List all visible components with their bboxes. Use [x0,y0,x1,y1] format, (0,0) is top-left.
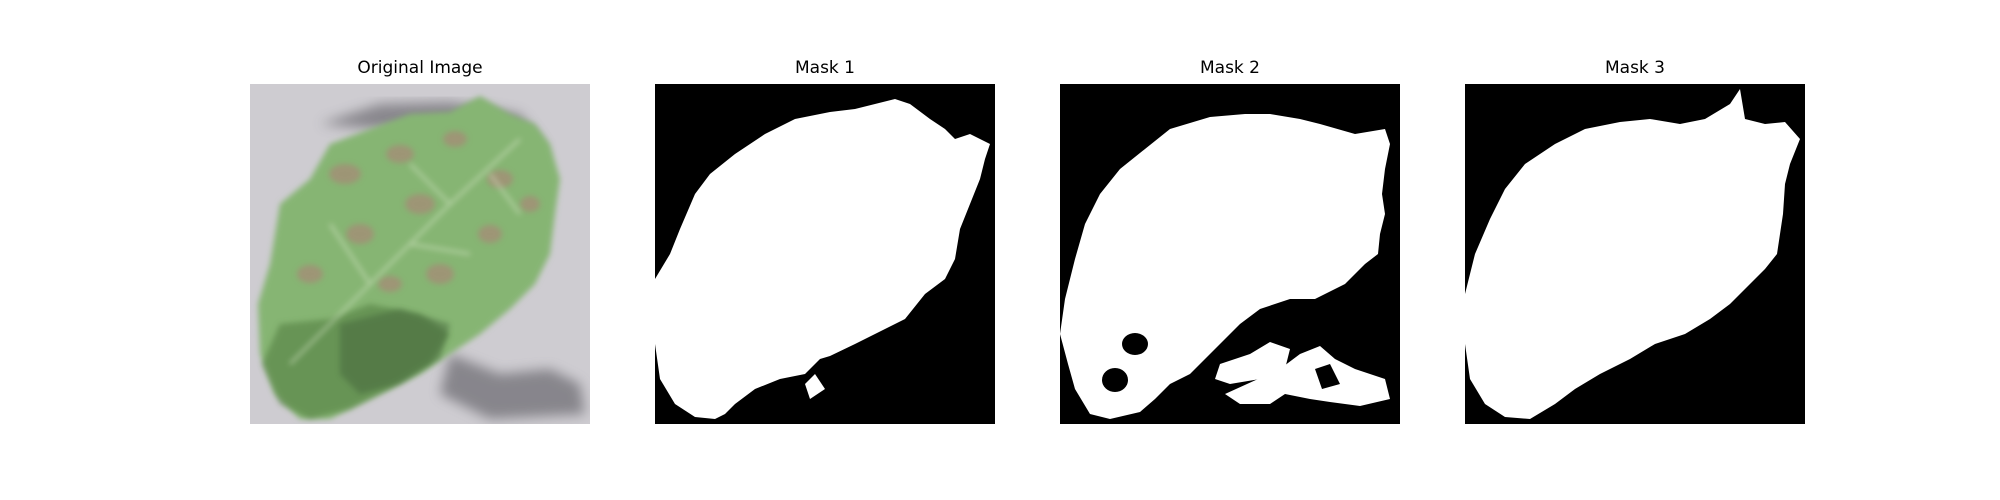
mask-3-image [1465,84,1805,424]
mask-3-panel: Mask 3 [1465,0,1805,500]
panel-title: Mask 2 [1199,58,1260,78]
mask-2-image [1060,84,1400,424]
original-leaf-image [250,84,590,424]
panel-title: Mask 1 [794,58,855,78]
mask-2-panel: Mask 2 [1060,0,1400,500]
mask-1-panel: Mask 1 [655,0,995,500]
mask-1-image [655,84,995,424]
original-image-panel: Original Image [250,0,590,500]
panel-title: Mask 3 [1604,58,1665,78]
panel-title: Original Image [357,58,483,78]
